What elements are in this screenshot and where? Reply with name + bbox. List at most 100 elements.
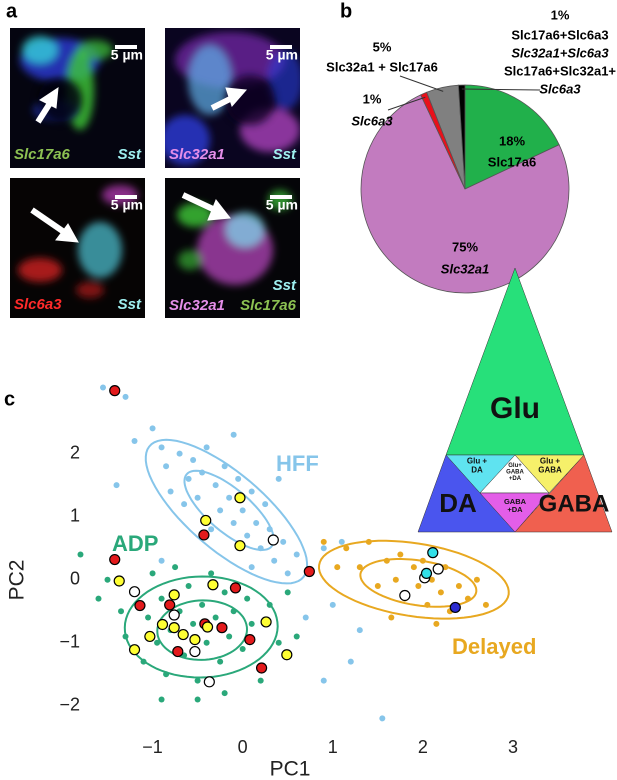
scatter-point [221, 589, 228, 596]
gene-label: Sst [118, 296, 142, 313]
marker-point [427, 547, 439, 559]
micrograph [165, 28, 300, 168]
pie-category-label: Slc17a6+Slc32a1+ [504, 63, 616, 78]
scatter-point [104, 576, 111, 583]
panel-label: a [6, 0, 18, 22]
scatter-point [167, 488, 174, 495]
legend-label: Glu + [540, 457, 561, 466]
legend-region [479, 492, 550, 533]
x-axis-label: PC1 [270, 758, 311, 780]
scatter-point [397, 551, 404, 558]
scatter-point [437, 589, 444, 596]
marker-point [168, 589, 180, 601]
scatter-point [262, 501, 269, 508]
scatter-point [118, 608, 125, 615]
scatter-point [226, 494, 233, 501]
legend-label: Glu + [467, 457, 488, 466]
scatter-point [217, 507, 224, 514]
y-tick-label: −1 [59, 632, 80, 652]
marker-point [420, 567, 433, 580]
scatter-point [284, 570, 291, 577]
pie-category-label: Slc6a3 [539, 81, 581, 96]
scatter-point [374, 583, 381, 590]
scatter-point [131, 438, 138, 445]
scatter-point [154, 639, 161, 646]
scatter-point [329, 601, 336, 608]
x-tick-label: 3 [508, 737, 518, 757]
marker-point [189, 633, 201, 646]
scatter-point [226, 633, 233, 640]
pie-slice [360, 94, 570, 294]
scatter-point [433, 620, 440, 627]
x-tick-label: 2 [418, 737, 428, 757]
scatter-point [194, 494, 201, 501]
y-tick-label: 1 [70, 505, 80, 525]
micrograph [165, 178, 300, 318]
marker-point [267, 534, 279, 546]
gene-label: Slc6a3 [14, 296, 62, 313]
micrograph [10, 178, 145, 318]
marker-point [109, 553, 121, 566]
scatter-point [248, 564, 255, 571]
pie-slice [458, 84, 466, 190]
scatter-point [320, 677, 327, 684]
pie-value-label: 5% [373, 39, 392, 54]
y-axis-label: PC2 [6, 560, 29, 601]
scatter-point [100, 384, 107, 391]
marker-point [432, 563, 444, 575]
confidence-ellipse [144, 438, 309, 585]
marker-point [144, 630, 156, 643]
pie-value-label: 18% [499, 133, 525, 148]
marker-point [156, 618, 169, 631]
scatter-point [203, 444, 210, 451]
legend-region [514, 454, 613, 533]
legend-label: +DA [509, 476, 522, 482]
scatter-point [239, 646, 246, 653]
scatter-point [253, 519, 260, 526]
scatter-point [320, 538, 327, 545]
x-tick-label: 0 [238, 737, 248, 757]
scale-bar-label: 5 µm [266, 47, 298, 63]
marker-point [109, 385, 121, 397]
cluster-label: ADP [112, 531, 158, 556]
marker-point [172, 645, 184, 658]
pie-value-label: 1% [363, 91, 382, 106]
scatter-point [230, 519, 237, 526]
marker-point [134, 599, 146, 612]
scatter-point [208, 570, 215, 577]
scatter-point [194, 677, 201, 684]
scatter-point [482, 601, 489, 608]
marker-point [216, 622, 228, 634]
scatter-point [320, 545, 327, 552]
cluster-label: HFF [276, 451, 319, 476]
pie-category-label: Slc6a3 [351, 113, 393, 128]
scatter-point [172, 564, 179, 571]
gene-label: Slc32a1 [169, 146, 225, 163]
scatter-point [356, 627, 363, 634]
pie-value-label: 1% [551, 7, 570, 22]
marker-point [198, 529, 210, 541]
confidence-ellipse [123, 575, 279, 679]
y-tick-label: 2 [70, 442, 80, 462]
scatter-point [379, 715, 386, 722]
gene-label: Slc17a6 [14, 146, 71, 163]
gene-label: Slc32a1 [169, 297, 225, 314]
scatter-point [158, 595, 165, 602]
scatter-point [199, 601, 206, 608]
pie-category-label: Slc32a1 [441, 261, 489, 276]
scatter-point [244, 532, 251, 539]
pie-slice [464, 84, 560, 190]
marker-point [281, 649, 293, 661]
scale-bar-label: 5 µm [111, 47, 143, 63]
x-tick-label: 1 [328, 737, 338, 757]
marker-point [189, 645, 201, 658]
confidence-ellipse [359, 558, 478, 608]
scatter-point [239, 507, 246, 514]
legend-label: GABA [506, 470, 524, 476]
marker-point [449, 601, 461, 614]
arrows [30, 45, 292, 243]
legend-label: +DA [507, 505, 523, 514]
scale-bar-label: 5 µm [111, 197, 143, 213]
marker-point [234, 540, 246, 552]
legend-label: GABA [538, 466, 562, 475]
